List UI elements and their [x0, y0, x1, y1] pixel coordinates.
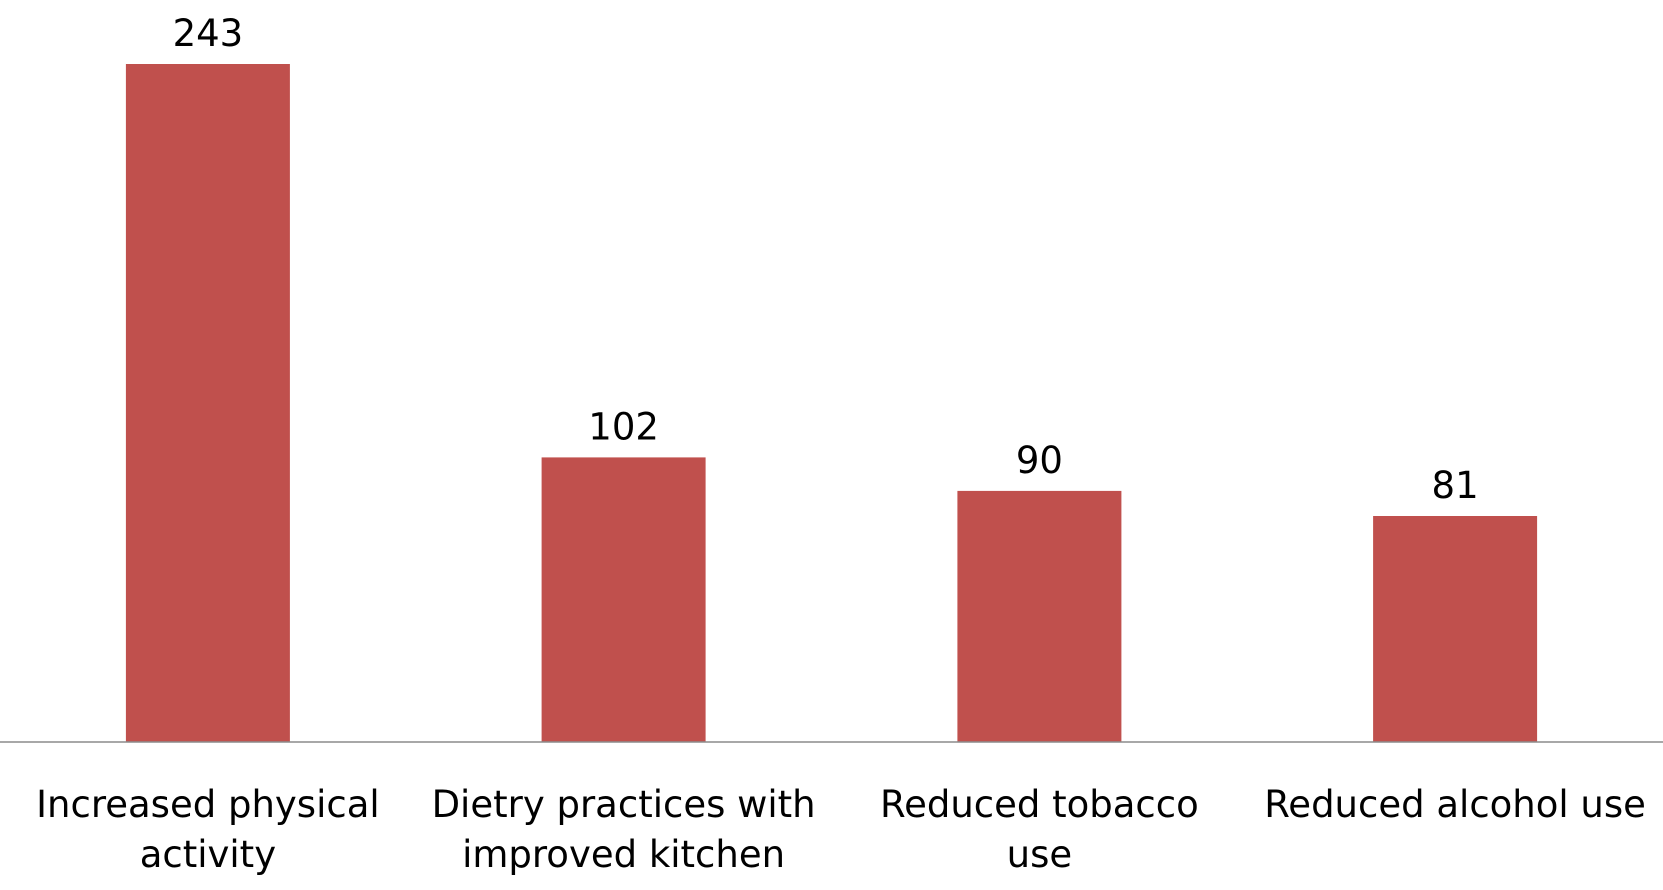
category-label: activity: [140, 833, 276, 876]
category-label: Increased physical: [36, 783, 380, 826]
bars-layer: [125, 64, 1538, 742]
data-label: 102: [588, 405, 659, 448]
category-label: Reduced alcohol use: [1264, 783, 1646, 826]
bar: [957, 490, 1122, 742]
category-label: Reduced tobacco: [880, 783, 1199, 826]
bar: [1373, 516, 1538, 742]
category-label: improved kitchen: [462, 833, 785, 876]
category-label: use: [1007, 833, 1073, 876]
value-labels-layer: 243 102 90 81: [173, 12, 1479, 507]
category-labels-layer: Increased physical activity Dietry practic…: [36, 783, 1646, 876]
data-label: 90: [1016, 439, 1063, 482]
data-label: 81: [1432, 464, 1479, 507]
category-label: Dietry practices with: [432, 783, 816, 826]
data-label: 243: [173, 12, 244, 55]
bar: [125, 64, 290, 742]
bar: [541, 457, 706, 742]
